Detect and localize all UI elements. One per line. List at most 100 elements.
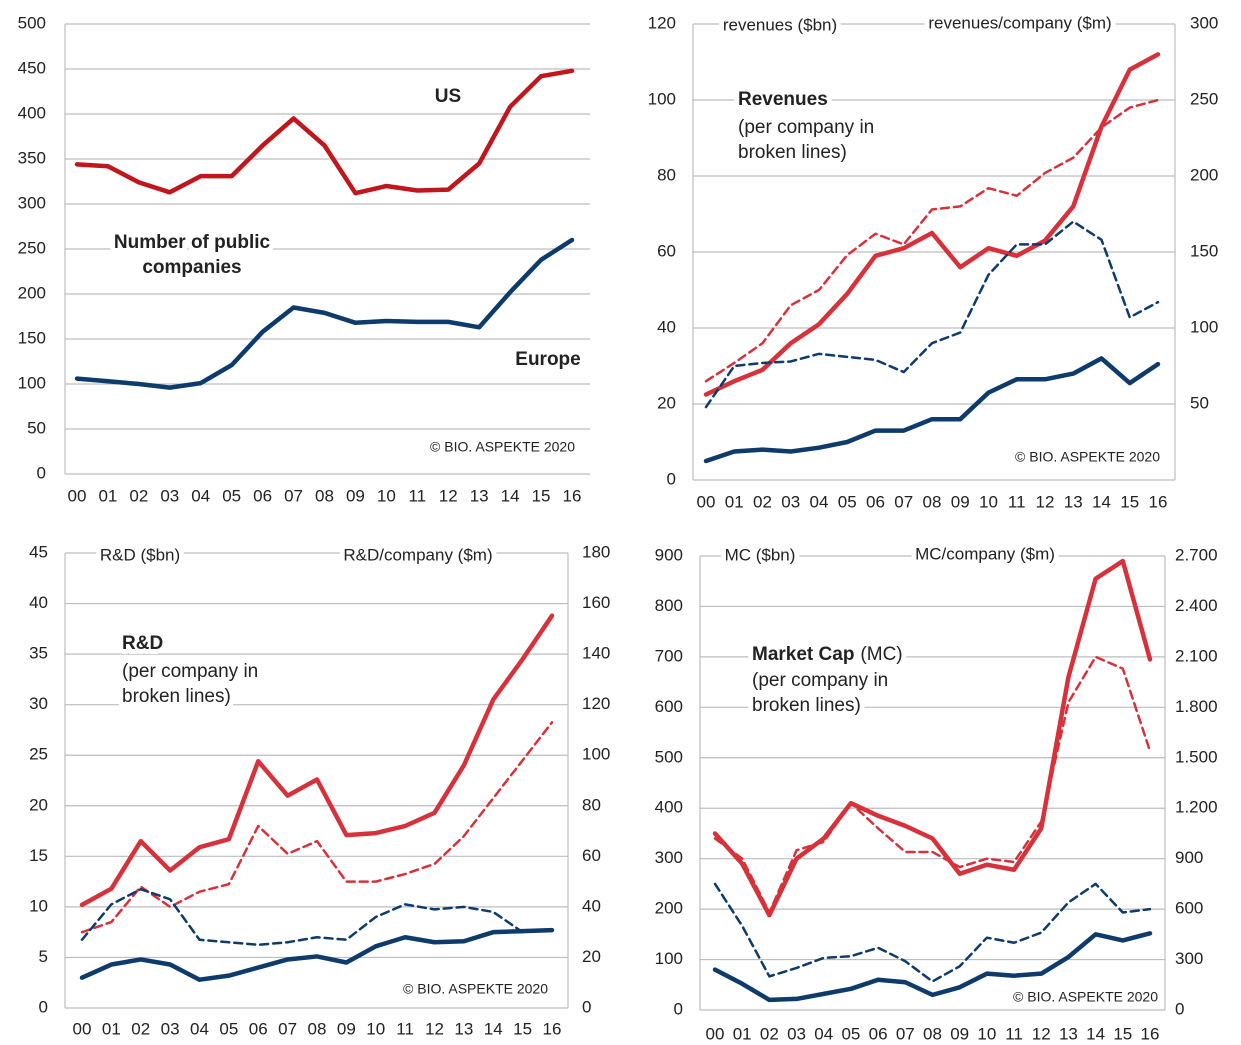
axis-label: revenues ($bn) <box>723 15 837 34</box>
x-tick-label: 16 <box>563 486 582 505</box>
line <box>74 237 575 390</box>
x-tick-label: 06 <box>249 1019 268 1038</box>
annotation: (per company in <box>738 117 874 138</box>
tick-label: 20 <box>29 795 48 814</box>
x-tick-label: 16 <box>1141 1024 1160 1043</box>
x-tick-label: 13 <box>1064 492 1083 511</box>
x-tick-label: 07 <box>894 492 913 511</box>
x-tick-label: 02 <box>760 1024 779 1043</box>
axis-label: revenues/company ($m) <box>928 13 1111 32</box>
x-tick-label: 06 <box>866 492 885 511</box>
x-tick-label: 01 <box>725 492 744 511</box>
x-tick-label: 05 <box>222 486 241 505</box>
tick-label: 300 <box>1190 13 1218 32</box>
x-tick-label: 08 <box>315 486 334 505</box>
line <box>712 558 1153 918</box>
tick-label: 120 <box>582 694 610 713</box>
tick-label: 400 <box>18 103 46 122</box>
x-tick-label: 01 <box>98 486 117 505</box>
tick-label: 15 <box>29 846 48 865</box>
x-tick-label: 13 <box>470 486 489 505</box>
tick-label: 100 <box>18 373 46 392</box>
x-tick-label: 09 <box>951 492 970 511</box>
x-tick-label: 08 <box>308 1019 327 1038</box>
chart-title: R&D <box>122 633 163 654</box>
series-label: Europe <box>515 349 580 370</box>
tick-label: 35 <box>29 644 48 663</box>
tick-label: 5 <box>39 947 48 966</box>
tick-label: 100 <box>655 949 683 968</box>
tick-label: 180 <box>582 542 610 561</box>
tick-label: 60 <box>582 846 601 865</box>
tick-label: 0 <box>39 997 48 1016</box>
tick-label: 900 <box>655 545 683 564</box>
tick-label: 700 <box>655 646 683 665</box>
tick-label: 140 <box>582 644 610 663</box>
x-tick-label: 10 <box>377 486 396 505</box>
credit: © BIO. ASPEKTE 2020 <box>1015 449 1160 465</box>
tick-label: 100 <box>1190 317 1218 336</box>
tick-label: 0 <box>582 997 591 1016</box>
tick-label: 0 <box>667 469 676 488</box>
tick-label: 80 <box>582 795 601 814</box>
x-tick-label: 15 <box>1113 1024 1132 1043</box>
x-tick-label: 11 <box>396 1019 414 1038</box>
credit: © BIO. ASPEKTE 2020 <box>403 981 548 997</box>
tick-label: 2.100 <box>1175 646 1218 665</box>
x-tick-label: 16 <box>1149 492 1168 511</box>
x-tick-label: 02 <box>131 1019 150 1038</box>
x-tick-label: 05 <box>219 1019 238 1038</box>
tick-label: 40 <box>582 896 601 915</box>
tick-label: 50 <box>27 418 46 437</box>
x-tick-label: 10 <box>977 1024 996 1043</box>
credit: © BIO. ASPEKTE 2020 <box>430 439 575 455</box>
dashed-line <box>80 721 554 934</box>
tick-label: 200 <box>1190 165 1218 184</box>
x-tick-label: 11 <box>1008 492 1026 511</box>
axis-label: MC/company ($m) <box>915 544 1055 563</box>
x-tick-label: 16 <box>543 1019 562 1038</box>
x-tick-label: 15 <box>513 1019 532 1038</box>
tick-label: 150 <box>1190 241 1218 260</box>
tick-label: 300 <box>18 193 46 212</box>
x-tick-label: 00 <box>697 492 716 511</box>
chart-title: Market Cap <box>752 644 854 665</box>
tick-label: 350 <box>18 148 46 167</box>
tick-label: 1.500 <box>1175 747 1218 766</box>
line <box>79 927 555 982</box>
line <box>74 68 575 196</box>
axis-label: R&D/company ($m) <box>343 545 492 564</box>
x-tick-label: 01 <box>102 1019 121 1038</box>
tick-label: 2.700 <box>1175 545 1218 564</box>
annotation: broken lines) <box>122 686 231 707</box>
x-tick-label: 03 <box>787 1024 806 1043</box>
x-tick-label: 04 <box>814 1024 833 1043</box>
tick-label: 250 <box>18 238 46 257</box>
line <box>703 52 1161 397</box>
x-tick-label: 02 <box>129 486 148 505</box>
x-tick-label: 14 <box>484 1019 503 1038</box>
x-tick-label: 03 <box>781 492 800 511</box>
tick-label: 40 <box>657 317 676 336</box>
line <box>79 613 555 908</box>
tick-label: 200 <box>655 899 683 918</box>
tick-label: 30 <box>29 694 48 713</box>
chart-title: Revenues <box>738 89 828 110</box>
tick-label: 900 <box>1175 848 1203 867</box>
x-tick-label: 04 <box>190 1019 209 1038</box>
annotation: companies <box>142 257 241 278</box>
dashed-line <box>704 220 1160 409</box>
x-tick-label: 14 <box>501 486 520 505</box>
tick-label: 120 <box>648 13 676 32</box>
tick-label: 400 <box>655 798 683 817</box>
x-tick-label: 08 <box>923 1024 942 1043</box>
x-tick-label: 00 <box>68 486 87 505</box>
tick-label: 150 <box>18 328 46 347</box>
x-tick-label: 04 <box>810 492 829 511</box>
x-tick-label: 07 <box>278 1019 297 1038</box>
chart-title-suffix: (MC) <box>860 644 902 665</box>
tick-label: 10 <box>29 896 48 915</box>
x-tick-label: 09 <box>337 1019 356 1038</box>
x-tick-label: 00 <box>73 1019 92 1038</box>
x-tick-label: 00 <box>706 1024 725 1043</box>
